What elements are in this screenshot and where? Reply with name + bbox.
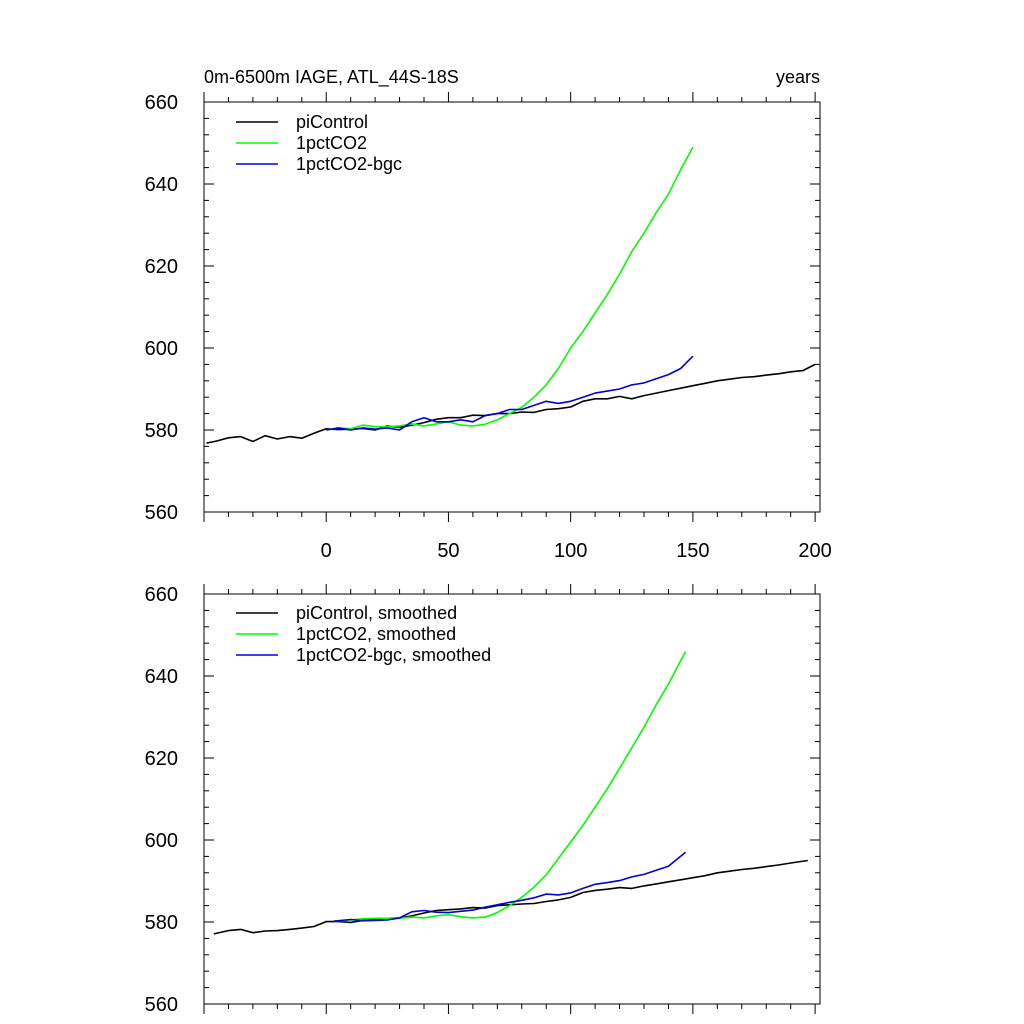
y-tick-label: 620 bbox=[145, 256, 178, 278]
plot-frame bbox=[203, 593, 821, 1005]
x-tick-label: 200 bbox=[798, 540, 831, 562]
y-tick-label: 640 bbox=[145, 666, 178, 688]
y-tick-label: 580 bbox=[145, 420, 178, 442]
y-tick-label: 660 bbox=[145, 92, 178, 114]
y-tick-label: 640 bbox=[145, 174, 178, 196]
y-tick-label: 620 bbox=[145, 748, 178, 770]
legend-label: 1pctCO2-bgc, smoothed bbox=[296, 645, 491, 665]
legend-label: piControl, smoothed bbox=[296, 603, 457, 623]
figure-title-right: years bbox=[776, 67, 820, 87]
series-line-2 bbox=[333, 851, 687, 922]
legend-label: 1pctCO2 bbox=[296, 133, 367, 153]
plot-frame bbox=[203, 101, 821, 513]
x-tick-label: 150 bbox=[676, 540, 709, 562]
legend-label: piControl bbox=[296, 112, 368, 132]
y-tick-label: 600 bbox=[145, 338, 178, 360]
series-line-0 bbox=[213, 859, 808, 935]
x-tick-label: 0 bbox=[321, 540, 332, 562]
legend-label: 1pctCO2-bgc bbox=[296, 154, 402, 174]
legend-label: 1pctCO2, smoothed bbox=[296, 624, 456, 644]
y-tick-label: 560 bbox=[145, 502, 178, 524]
y-tick-label: 580 bbox=[145, 912, 178, 934]
series-line-2 bbox=[326, 355, 694, 431]
y-tick-label: 600 bbox=[145, 830, 178, 852]
figure-title-left: 0m-6500m IAGE, ATL_44S-18S bbox=[204, 67, 459, 88]
y-tick-label: 660 bbox=[145, 584, 178, 606]
series-line-1 bbox=[333, 651, 687, 922]
x-tick-label: 50 bbox=[437, 540, 459, 562]
series-line-0 bbox=[206, 363, 816, 444]
x-tick-label: 100 bbox=[554, 540, 587, 562]
series-line-1 bbox=[326, 146, 694, 431]
y-tick-label: 560 bbox=[145, 994, 178, 1016]
